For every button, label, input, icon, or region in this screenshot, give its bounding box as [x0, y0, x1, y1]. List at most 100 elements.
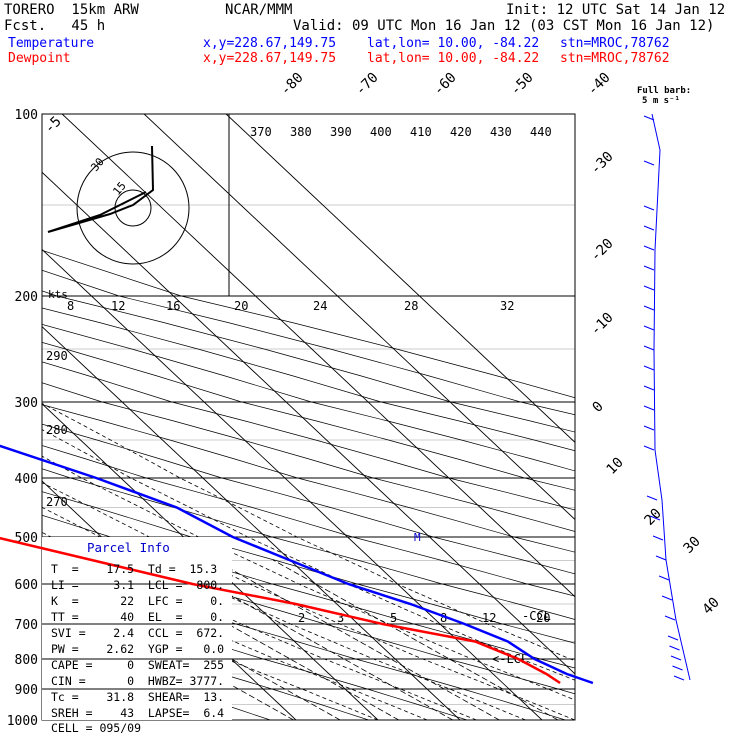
- wind-barb: [669, 645, 680, 651]
- dry-adiabat: [42, 307, 575, 452]
- isotherm-label: 10: [604, 455, 627, 478]
- parcel-row-9: Tc = 31.8 SHEAR= 13.: [51, 690, 225, 704]
- theta-label: 420: [450, 125, 472, 139]
- wind-barb: [643, 285, 655, 291]
- pressure-label-400: 400: [15, 472, 38, 487]
- dry-adiabat: [42, 269, 575, 416]
- parcel-row-7: CAPE = 0 SWEAT= 255: [51, 658, 225, 672]
- parcel-row-4: TT = 40 EL = 0.: [51, 610, 225, 624]
- wind-barb: [667, 635, 679, 641]
- wind-barb: [655, 555, 667, 561]
- wind-barb: [673, 675, 685, 681]
- pressure-label-100: 100: [15, 108, 38, 123]
- dry-adiabat: [42, 445, 575, 597]
- wind-barb: [643, 115, 655, 121]
- mixing-ratio-label: 2: [298, 611, 305, 625]
- wind-barb: [664, 615, 676, 621]
- isotherm-label: -10: [588, 310, 617, 339]
- pressure-label-300: 300: [15, 396, 38, 411]
- ccl-marker: -CCL: [522, 609, 551, 623]
- wind-barb: [661, 595, 673, 601]
- theta-label: 370: [250, 125, 272, 139]
- wind-barb: [643, 305, 655, 311]
- model-title: TORERO 15km ARW: [4, 2, 139, 18]
- parcel-row-2: LI = 3.1 LCL = 800.: [51, 578, 225, 592]
- isotherm: [42, 248, 543, 720]
- wind-barb: [658, 575, 670, 581]
- station-temp: stn=MROC,78762: [560, 36, 670, 51]
- theta-label: 380: [290, 125, 312, 139]
- isotherm-label: -70: [353, 70, 382, 99]
- hodograph-dir-label: -5: [42, 114, 65, 137]
- mixing-ratio-label: 3: [337, 611, 344, 625]
- dry-adiabat: [42, 564, 566, 720]
- wind-barb: [643, 365, 655, 371]
- parcel-row-3: K = 22 LFC = 0.: [51, 594, 225, 608]
- left-theta-label: 280: [46, 423, 68, 437]
- wind-barb: [672, 665, 683, 671]
- barb-unit: 5 m s⁻¹: [642, 96, 680, 106]
- isotherm-label: -60: [431, 70, 460, 99]
- init-time: Init: 12 UTC Sat 14 Jan 12: [506, 2, 726, 18]
- isotherm: [42, 325, 461, 720]
- isotherm-label: 30: [681, 534, 704, 557]
- wind-barb: [643, 245, 655, 251]
- hodo-speed-label: 8: [67, 299, 74, 313]
- wind-barb: [643, 225, 655, 231]
- lcl-marker: <-LCL: [492, 652, 528, 666]
- dry-adiabat: [42, 342, 575, 491]
- hodo-speed-label: 12: [111, 299, 125, 313]
- parcel-row-10: SREH = 43 LAPSE= 6.4: [51, 706, 225, 720]
- hodograph-kts-label: kts: [48, 288, 68, 301]
- dry-adiabat: [42, 249, 575, 399]
- left-theta-label: 270: [46, 495, 68, 509]
- xy-dew: x,y=228.67,149.75: [203, 51, 337, 66]
- pressure-label-200: 200: [15, 290, 38, 305]
- wind-barb: [643, 160, 655, 166]
- isotherm: [61, 114, 575, 598]
- parcel-row-5: SVI = 2.4 CCL = 672.: [51, 626, 225, 640]
- wind-barb: [643, 325, 655, 331]
- forecast-hour: Fcst. 45 h: [4, 18, 106, 34]
- temperature-legend: Temperature: [8, 36, 95, 51]
- dry-adiabat: [42, 423, 575, 575]
- wind-barb: [652, 535, 664, 541]
- isotherm-label: 0: [590, 399, 607, 416]
- hodograph-ring-outer: [76, 151, 190, 265]
- hodograph-ring-label: 15: [110, 179, 128, 198]
- dewpoint-profile: [0, 536, 561, 685]
- isotherm-label: -80: [278, 70, 307, 99]
- wind-barb: [643, 265, 655, 271]
- pressure-label-800: 800: [15, 653, 38, 668]
- valid-time: Valid: 09 UTC Mon 16 Jan 12 (03 CST Mon …: [293, 18, 715, 34]
- temperature-profile: [0, 444, 594, 685]
- latlon-dew: lat,lon= 10.00, -84.22: [367, 51, 540, 66]
- wind-barb: [649, 515, 661, 521]
- wind-barb-staff-path: [651, 113, 691, 681]
- dry-adiabat: [42, 491, 575, 644]
- wind-barb: [670, 655, 682, 661]
- m-marker: M: [414, 531, 421, 544]
- theta-label: 440: [530, 125, 552, 139]
- wind-barb: [643, 445, 655, 451]
- left-theta-label: 290: [46, 349, 68, 363]
- wind-barb: [643, 345, 655, 351]
- dry-adiabat: [42, 324, 575, 472]
- wind-barb: [643, 205, 655, 211]
- isotherm-label: 40: [700, 595, 723, 618]
- wind-barb: [643, 385, 655, 391]
- mixing-ratio-label: 8: [440, 611, 447, 625]
- isotherm: [225, 114, 575, 443]
- dry-adiabat: [42, 468, 575, 620]
- isotherm: [42, 403, 379, 720]
- parcel-row-11: CELL = 095/09: [51, 721, 142, 735]
- hodograph-trace: [47, 145, 155, 233]
- parcel-info-title: Parcel Info: [87, 540, 170, 555]
- parcel-row-6: PW = 2.62 YGP = 0.0: [51, 642, 225, 656]
- mixing-ratio-label: 12: [482, 611, 496, 625]
- isotherm-label: -50: [508, 70, 537, 99]
- mixing-ratio-line: [272, 559, 559, 720]
- wind-barb: [643, 425, 655, 431]
- hodo-speed-label: 28: [404, 299, 418, 313]
